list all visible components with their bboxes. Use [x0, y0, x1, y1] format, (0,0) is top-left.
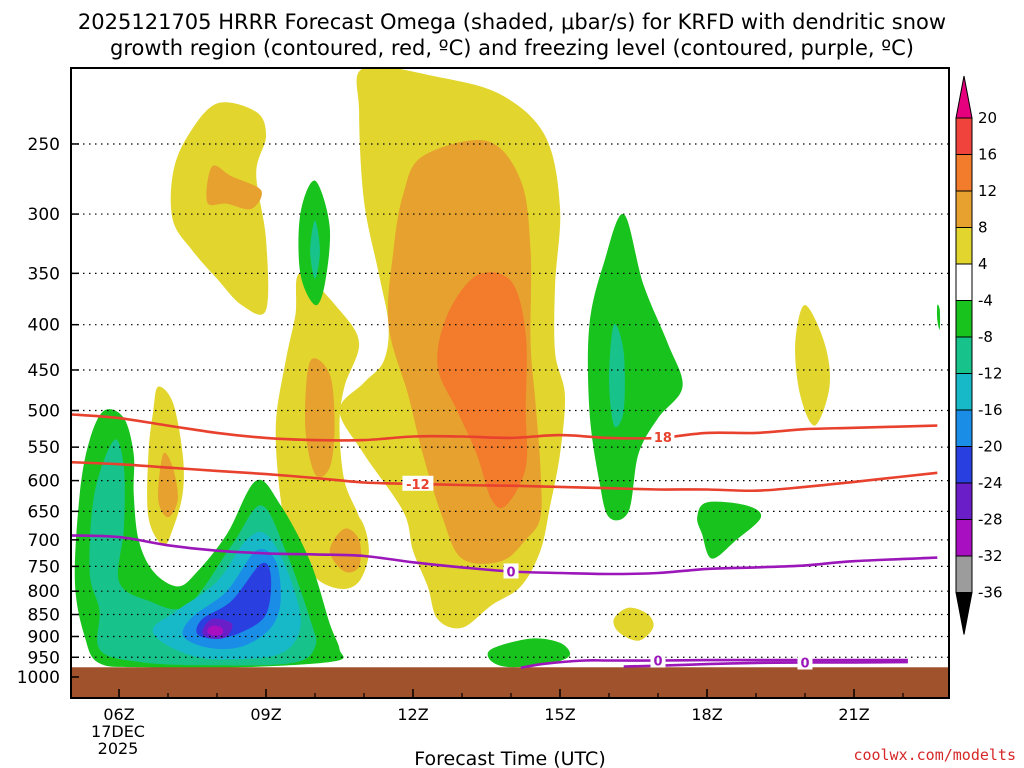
- start-date-label: 17DEC: [91, 722, 145, 741]
- colorbar-tick-7: -12: [978, 365, 1003, 383]
- contour-label-bg-0: [651, 429, 675, 445]
- time-axis: 06Z 09Z 12Z 15Z 18Z 21Z: [103, 689, 904, 724]
- plot-frame: [70, 67, 950, 699]
- pressure-axis: 2503003504004505005506006507007508008509…: [17, 135, 79, 688]
- omega-colorbar: 20 16 12 8 4 -4 -8 -12 -16 -20 -24 -28 -32 -36: [955, 75, 1003, 635]
- plot-area: 18 -12 0 0 0: [71, 68, 949, 698]
- start-year-label: 2025: [98, 739, 139, 758]
- colorbar-bin-2: [955, 190, 973, 228]
- colorbar-tick-10: -24: [978, 474, 1003, 492]
- contour-labels: 18 -12 0 0 0: [402, 429, 813, 672]
- x-axis-title: Forecast Time (UTC): [414, 748, 605, 768]
- colorbar-tick-6: -8: [978, 328, 993, 346]
- colorbar-tick-5: -4: [978, 292, 993, 310]
- y-tick-label-600: 600: [28, 472, 60, 492]
- y-tick-label-650: 650: [28, 502, 60, 522]
- colorbar-tick-0: 20: [978, 109, 997, 127]
- y-tick-label-850: 850: [28, 606, 60, 626]
- colorbar-tick-8: -16: [978, 401, 1003, 419]
- colorbar-top-arrow: [955, 75, 973, 119]
- y-tick-label-550: 550: [28, 438, 60, 458]
- omega-region-2: [437, 272, 528, 509]
- source-credit: coolwx.com/modelts: [853, 746, 1016, 764]
- colorbar-bin-8: [955, 409, 973, 447]
- y-tick-label-300: 300: [28, 205, 60, 225]
- omega-region-23: [609, 324, 625, 428]
- colorbar-tick-9: -20: [978, 438, 1003, 456]
- omega-region-25: [487, 638, 571, 668]
- chart-title-line2: growth region (contoured, red, ºC) and f…: [110, 36, 914, 60]
- omega-region-3: [170, 102, 269, 315]
- y-tick-label-350: 350: [28, 264, 60, 284]
- colorbar-tick-13: -36: [978, 584, 1003, 602]
- omega-region-4: [206, 165, 262, 210]
- colorbar-bin-5: [955, 300, 973, 338]
- omega-region-24: [697, 501, 762, 559]
- omega-region-22: [587, 213, 683, 521]
- contour-label-bg-4: [797, 654, 813, 670]
- colorbar-bottom-arrow: [955, 592, 973, 635]
- y-tick-label-700: 700: [28, 531, 60, 551]
- y-tick-label-250: 250: [28, 135, 60, 155]
- contour-label-bg-2: [503, 563, 519, 579]
- omega-region-19: [207, 625, 224, 636]
- colorbar-tick-4: 4: [978, 255, 988, 273]
- y-tick-label-450: 450: [28, 361, 60, 381]
- contour-label-1: -12: [406, 478, 430, 493]
- x-tick-label-21Z: 21Z: [838, 705, 869, 724]
- contour-line-0: [71, 413, 938, 442]
- chart-title-line1: 2025121705 HRRR Forecast Omega (shaded, …: [78, 10, 946, 34]
- y-tick-label-750: 750: [28, 557, 60, 577]
- omega-region-26: [937, 304, 941, 330]
- y-tick-label-950: 950: [28, 648, 60, 668]
- colorbar-tick-12: -32: [978, 547, 1003, 565]
- colorbar-bin-10: [955, 482, 973, 520]
- colorbar-bin-0: [955, 117, 973, 155]
- colorbar-bin-6: [955, 336, 973, 374]
- x-tick-label-18Z: 18Z: [691, 705, 722, 724]
- colorbar-bin-4: [955, 263, 973, 301]
- contour-label-2: 0: [506, 565, 515, 580]
- contour-label-bg-1: [402, 475, 434, 491]
- colorbar-bin-7: [955, 373, 973, 411]
- x-tick-label-15Z: 15Z: [544, 705, 575, 724]
- x-tick-label-06Z: 06Z: [103, 705, 134, 724]
- colorbar-tick-11: -28: [978, 511, 1003, 529]
- x-tick-label-09Z: 09Z: [250, 705, 281, 724]
- contour-label-3: 0: [653, 655, 662, 670]
- contour-label-0: 18: [654, 431, 672, 446]
- y-tick-label-1000: 1000: [17, 668, 60, 688]
- x-tick-label-12Z: 12Z: [397, 705, 428, 724]
- colorbar-bin-12: [955, 555, 973, 593]
- omega-region-12: [613, 607, 654, 641]
- y-tick-label-500: 500: [28, 401, 60, 421]
- colorbar-tick-1: 16: [978, 146, 997, 164]
- omega-region-11: [795, 305, 831, 426]
- omega-shaded-regions: [74, 68, 941, 668]
- contour-line-1: [71, 460, 938, 493]
- omega-region-21: [310, 220, 320, 279]
- ground-surface: [71, 667, 949, 698]
- colorbar-tick-3: 8: [978, 219, 988, 237]
- colorbar-bin-3: [955, 227, 973, 265]
- contour-label-bg-3: [650, 652, 666, 668]
- contour-label-4: 0: [800, 657, 809, 672]
- colorbar-tick-2: 12: [978, 182, 997, 200]
- colorbar-bin-1: [955, 154, 973, 192]
- y-tick-label-800: 800: [28, 582, 60, 602]
- y-tick-label-400: 400: [28, 316, 60, 336]
- colorbar-bin-11: [955, 519, 973, 557]
- colorbar-bin-9: [955, 446, 973, 484]
- y-tick-label-900: 900: [28, 627, 60, 647]
- contour-line-2: [71, 534, 938, 576]
- contour-line-3: [520, 658, 908, 669]
